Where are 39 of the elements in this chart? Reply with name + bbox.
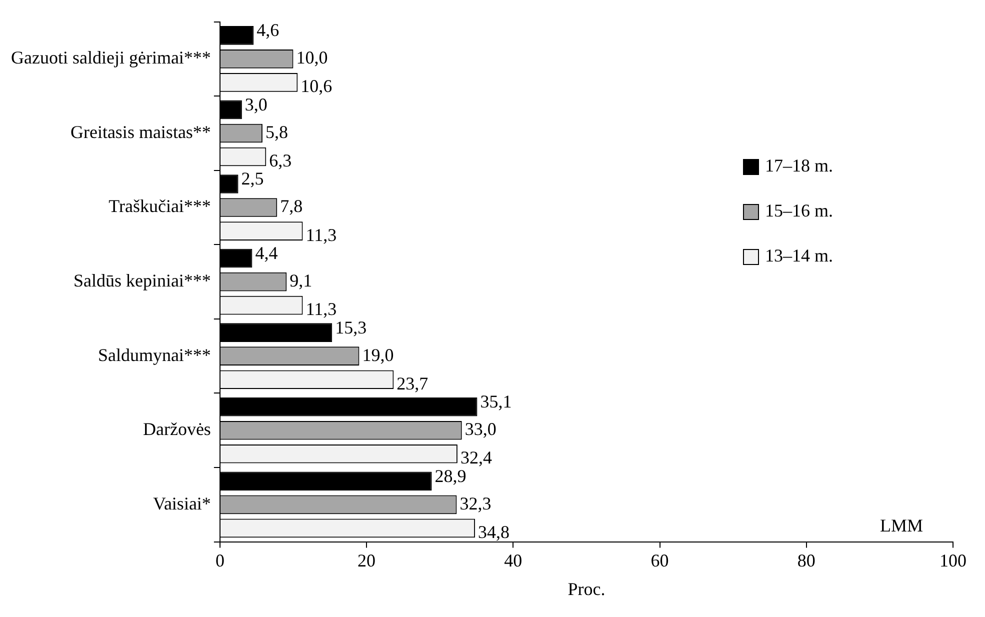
legend-label: 13–14 m. bbox=[765, 246, 834, 266]
data-label: 4,6 bbox=[256, 20, 280, 40]
data-label: 32,3 bbox=[460, 493, 492, 514]
data-label: 35,1 bbox=[480, 392, 512, 412]
data-label: 10,0 bbox=[296, 48, 328, 68]
data-label: 6,3 bbox=[269, 150, 292, 170]
x-tick-label: 100 bbox=[940, 550, 966, 570]
x-tick-label: 80 bbox=[797, 550, 816, 570]
data-label: 11,3 bbox=[306, 224, 337, 245]
data-label: 15,3 bbox=[335, 317, 367, 338]
y-tick-label: Gazuoti saldieji gėrimai*** bbox=[10, 48, 211, 68]
data-label: 34,8 bbox=[478, 522, 510, 542]
x-tick-label: 0 bbox=[215, 550, 224, 570]
data-label: 19,0 bbox=[362, 344, 394, 365]
data-label: 23,7 bbox=[396, 373, 428, 394]
x-tick-label: 60 bbox=[650, 550, 669, 570]
data-label: 7,8 bbox=[280, 196, 303, 216]
legend-label: 17–18 m. bbox=[765, 156, 834, 176]
data-label: 9,1 bbox=[290, 270, 312, 291]
x-tick-label: 20 bbox=[358, 550, 376, 570]
y-tick-label: Daržovės bbox=[142, 419, 211, 440]
x-axis-title: Proc. bbox=[568, 578, 606, 599]
data-label: 33,0 bbox=[464, 419, 496, 440]
annotation: LMM bbox=[880, 516, 923, 536]
data-label: 10,6 bbox=[300, 76, 332, 96]
data-label: 32,4 bbox=[460, 448, 492, 468]
y-tick-label: Traškučiai*** bbox=[108, 196, 211, 216]
data-label: 5,8 bbox=[265, 122, 288, 142]
legend-label: 15–16 m. bbox=[765, 200, 834, 221]
data-label: 4,4 bbox=[255, 243, 278, 264]
data-label: 11,3 bbox=[306, 299, 337, 320]
y-tick-label: Greitasis maistas** bbox=[70, 122, 211, 142]
x-tick-label: 40 bbox=[504, 550, 522, 570]
y-tick-label: Saldūs kepiniai*** bbox=[73, 270, 211, 291]
data-label: 2,5 bbox=[241, 168, 264, 189]
y-tick-label: Vaisiai* bbox=[152, 493, 211, 514]
data-label: 3,0 bbox=[244, 94, 268, 114]
y-tick-label: Saldumynai*** bbox=[98, 344, 211, 365]
data-label: 28,9 bbox=[434, 466, 466, 486]
